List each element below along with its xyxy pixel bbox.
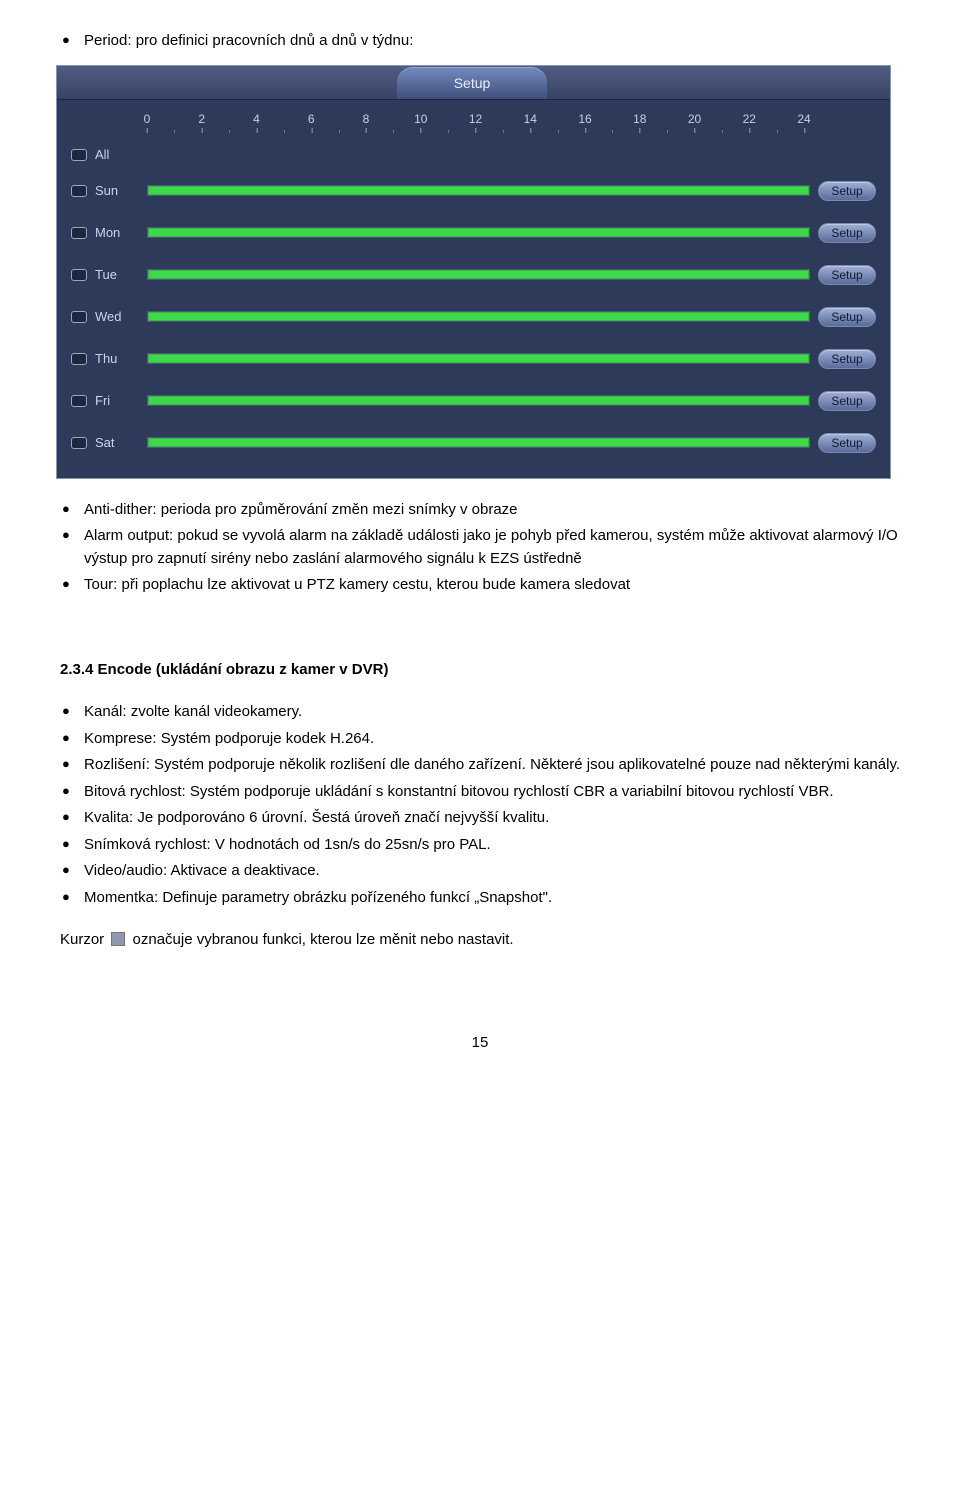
- label-day: Sat: [95, 433, 139, 453]
- schedule-bar[interactable]: [147, 437, 810, 448]
- ruler-tick: 0: [144, 110, 151, 128]
- schedule-bar[interactable]: [147, 269, 810, 280]
- list-item: Bitová rychlost: Systém podporuje ukládá…: [60, 781, 900, 804]
- list-item: Snímková rychlost: V hodnotách od 1sn/s …: [60, 834, 900, 857]
- setup-button[interactable]: Setup: [818, 223, 876, 243]
- schedule-bar[interactable]: [147, 311, 810, 322]
- list-item: Rozlišení: Systém podporuje několik rozl…: [60, 754, 900, 777]
- ruler-tick: 18: [633, 110, 646, 128]
- label-all: All: [95, 145, 139, 165]
- label-day: Thu: [95, 349, 139, 369]
- ruler-tick: 24: [797, 110, 810, 128]
- list-item: Alarm output: pokud se vyvolá alarm na z…: [60, 525, 900, 570]
- list-item: Kanál: zvolte kanál videokamery.: [60, 701, 900, 724]
- ruler-tick: 4: [253, 110, 260, 128]
- ruler-tick: 2: [198, 110, 205, 128]
- dvr-setup-tab[interactable]: Setup: [397, 67, 547, 99]
- intro-list: Period: pro definici pracovních dnů a dn…: [60, 30, 900, 53]
- ruler-tick: 20: [688, 110, 701, 128]
- cursor-note-post: označuje vybranou funkci, kterou lze měn…: [128, 931, 513, 948]
- ruler-tick: 8: [363, 110, 370, 128]
- dvr-hour-ruler: 024681012141618202224: [147, 110, 804, 136]
- cursor-note: Kurzor označuje vybranou funkci, kterou …: [60, 929, 900, 952]
- checkbox-day[interactable]: [71, 437, 87, 449]
- list-item: Komprese: Systém podporuje kodek H.264.: [60, 728, 900, 751]
- dvr-schedule-panel: Setup 024681012141618202224 All SunSetup…: [56, 65, 891, 479]
- dvr-row: Tue Setup: [71, 254, 876, 296]
- checkbox-day[interactable]: [71, 227, 87, 239]
- checkbox-day[interactable]: [71, 311, 87, 323]
- ruler-tick: 22: [743, 110, 756, 128]
- dvr-row: Thu Setup: [71, 338, 876, 380]
- dvr-body: 024681012141618202224 All SunSetupMonSet…: [57, 100, 890, 478]
- setup-button[interactable]: Setup: [818, 391, 876, 411]
- schedule-bar[interactable]: [147, 395, 810, 406]
- ruler-tick: 10: [414, 110, 427, 128]
- label-day: Mon: [95, 223, 139, 243]
- checkbox-day[interactable]: [71, 395, 87, 407]
- dvr-row: Sat Setup: [71, 422, 876, 464]
- dvr-row: Fri Setup: [71, 380, 876, 422]
- ruler-tick: 12: [469, 110, 482, 128]
- checkbox-day[interactable]: [71, 269, 87, 281]
- dvr-row: Mon Setup: [71, 212, 876, 254]
- post-panel-list: Anti-dither: perioda pro způměrování změ…: [60, 499, 900, 597]
- schedule-bar[interactable]: [147, 227, 810, 238]
- label-day: Sun: [95, 181, 139, 201]
- cursor-icon: [111, 932, 125, 946]
- ruler-tick: 6: [308, 110, 315, 128]
- setup-button[interactable]: Setup: [818, 265, 876, 285]
- dvr-row-all: All: [71, 140, 876, 170]
- list-item: Video/audio: Aktivace a deaktivace.: [60, 860, 900, 883]
- list-item: Anti-dither: perioda pro způměrování změ…: [60, 499, 900, 522]
- section-heading-encode: 2.3.4 Encode (ukládání obrazu z kamer v …: [60, 659, 900, 682]
- setup-button[interactable]: Setup: [818, 433, 876, 453]
- intro-bullet: Period: pro definici pracovních dnů a dn…: [60, 30, 900, 53]
- label-day: Fri: [95, 391, 139, 411]
- dvr-tabbar: Setup: [57, 66, 890, 100]
- label-day: Tue: [95, 265, 139, 285]
- ruler-tick: 16: [578, 110, 591, 128]
- checkbox-day[interactable]: [71, 185, 87, 197]
- setup-button[interactable]: Setup: [818, 349, 876, 369]
- list-item: Tour: při poplachu lze aktivovat u PTZ k…: [60, 574, 900, 597]
- cursor-note-pre: Kurzor: [60, 931, 108, 948]
- setup-button[interactable]: Setup: [818, 181, 876, 201]
- label-day: Wed: [95, 307, 139, 327]
- checkbox-day[interactable]: [71, 353, 87, 365]
- checkbox-all[interactable]: [71, 149, 87, 161]
- schedule-bar[interactable]: [147, 353, 810, 364]
- encode-list: Kanál: zvolte kanál videokamery. Komprese…: [60, 701, 900, 909]
- page-number: 15: [60, 1032, 900, 1055]
- dvr-row: Wed Setup: [71, 296, 876, 338]
- setup-button[interactable]: Setup: [818, 307, 876, 327]
- schedule-bar[interactable]: [147, 185, 810, 196]
- list-item: Momentka: Definuje parametry obrázku poř…: [60, 887, 900, 910]
- list-item: Kvalita: Je podporováno 6 úrovní. Šestá …: [60, 807, 900, 830]
- ruler-tick: 14: [524, 110, 537, 128]
- dvr-row: Sun Setup: [71, 170, 876, 212]
